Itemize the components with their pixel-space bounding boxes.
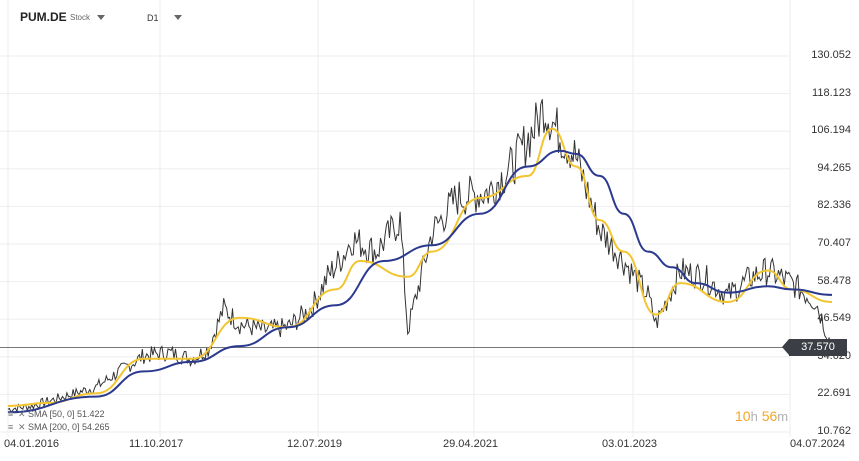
timeframe-label[interactable]: D1 [147,13,159,23]
timer-minutes: 56 [761,408,778,424]
x-tick-label: 29.04.2021 [443,438,499,450]
y-tick-label: 46.549 [817,312,851,325]
candle-timer: 10h 56m [735,408,788,424]
symbol-dropdown-icon[interactable] [97,15,105,20]
x-tick-label: 11.10.2017 [129,438,184,450]
y-tick-label: 70.407 [817,237,851,249]
symbol-name[interactable]: PUM.DE [20,10,67,24]
symbol-type: Stock [70,13,91,22]
settings-icon[interactable]: ≡ [8,422,14,432]
y-tick-label: 130.052 [811,49,851,61]
current-price-badge: 37.570 [782,338,847,356]
y-tick-label: 58.478 [817,274,851,287]
timeframe-dropdown-icon[interactable] [174,15,182,20]
y-tick-label: 94.265 [817,161,851,174]
timer-hours: 10 [735,408,751,424]
settings-icon[interactable]: ≡ [8,409,14,419]
x-tick-label: 12.07.2019 [287,438,343,450]
chart-grid [0,0,791,437]
chart-toolbar: PUM.DE Stock D1 [0,0,300,30]
legend-sma50-label: SMA [50, 0] 51.422 [28,409,105,419]
timer-hours-unit: h [750,409,758,424]
x-tick-label: 04.07.2024 [790,438,846,450]
timer-minutes-unit: m [777,409,789,424]
close-icon[interactable]: ✕ [18,409,26,419]
y-tick-label: 118.123 [812,86,851,99]
legend-sma200[interactable]: ≡ ✕ SMA [200, 0] 54.265 [8,422,110,433]
y-tick-label: 82.336 [817,199,851,212]
x-tick-label: 03.01.2023 [602,438,658,450]
x-tick-label: 04.01.2016 [4,438,60,450]
y-tick-label: 22.691 [817,387,851,400]
close-icon[interactable]: ✕ [18,422,26,432]
y-tick-label: 106.194 [811,124,851,137]
price-series-line [7,99,833,414]
legend-sma200-label: SMA [200, 0] 54.265 [28,422,110,432]
sma50-series-line [7,127,833,407]
legend-sma50[interactable]: ≡ ✕ SMA [50, 0] 51.422 [8,409,105,420]
y-tick-label: 10.762 [817,425,851,437]
sma200-series-line [7,149,833,414]
